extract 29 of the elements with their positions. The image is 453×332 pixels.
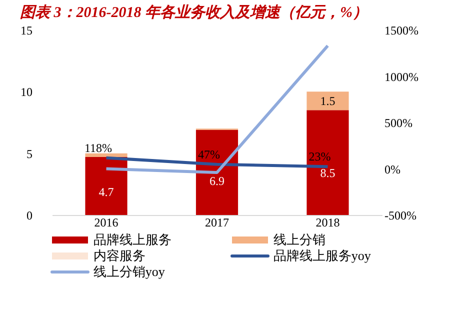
data-label: 118% <box>84 140 112 155</box>
bar <box>306 110 349 215</box>
y2-tick-label: -500% <box>384 208 416 222</box>
bar <box>306 92 349 110</box>
data-label: 47% <box>198 147 220 162</box>
y2-tick-label: 1500% <box>384 24 418 38</box>
legend-label: 内容服务 <box>93 248 146 263</box>
chart-title: 图表 3：2016-2018 年各业务收入及增速（亿元，%） <box>20 4 368 21</box>
y-tick-label: 15 <box>20 24 32 38</box>
legend-label: 线上分销 <box>273 232 326 247</box>
data-label: 1.5 <box>320 94 336 108</box>
y-tick-label: 10 <box>20 85 32 100</box>
y-tick-label: 0 <box>26 208 32 222</box>
data-label: 8.5 <box>320 166 336 180</box>
y-tick-label: 5 <box>26 146 32 161</box>
bar <box>85 157 128 215</box>
data-label: 6.9 <box>210 174 224 188</box>
y2-tick-label: 500% <box>384 116 412 130</box>
data-label: 23% <box>308 150 331 164</box>
legend-label: 品牌线上服务 <box>93 232 172 247</box>
x-tick-label: 2016 <box>94 216 118 230</box>
legend-label: 线上分销yoy <box>93 264 166 279</box>
x-tick-label: 2018 <box>316 216 340 230</box>
data-label: 4.7 <box>98 184 114 199</box>
x-tick-label: 2017 <box>205 216 229 230</box>
legend-label: 品牌线上服务yoy <box>273 248 372 263</box>
bar <box>85 153 128 158</box>
y2-tick-label: 0% <box>384 162 400 176</box>
y2-tick-label: 1000% <box>384 70 418 84</box>
